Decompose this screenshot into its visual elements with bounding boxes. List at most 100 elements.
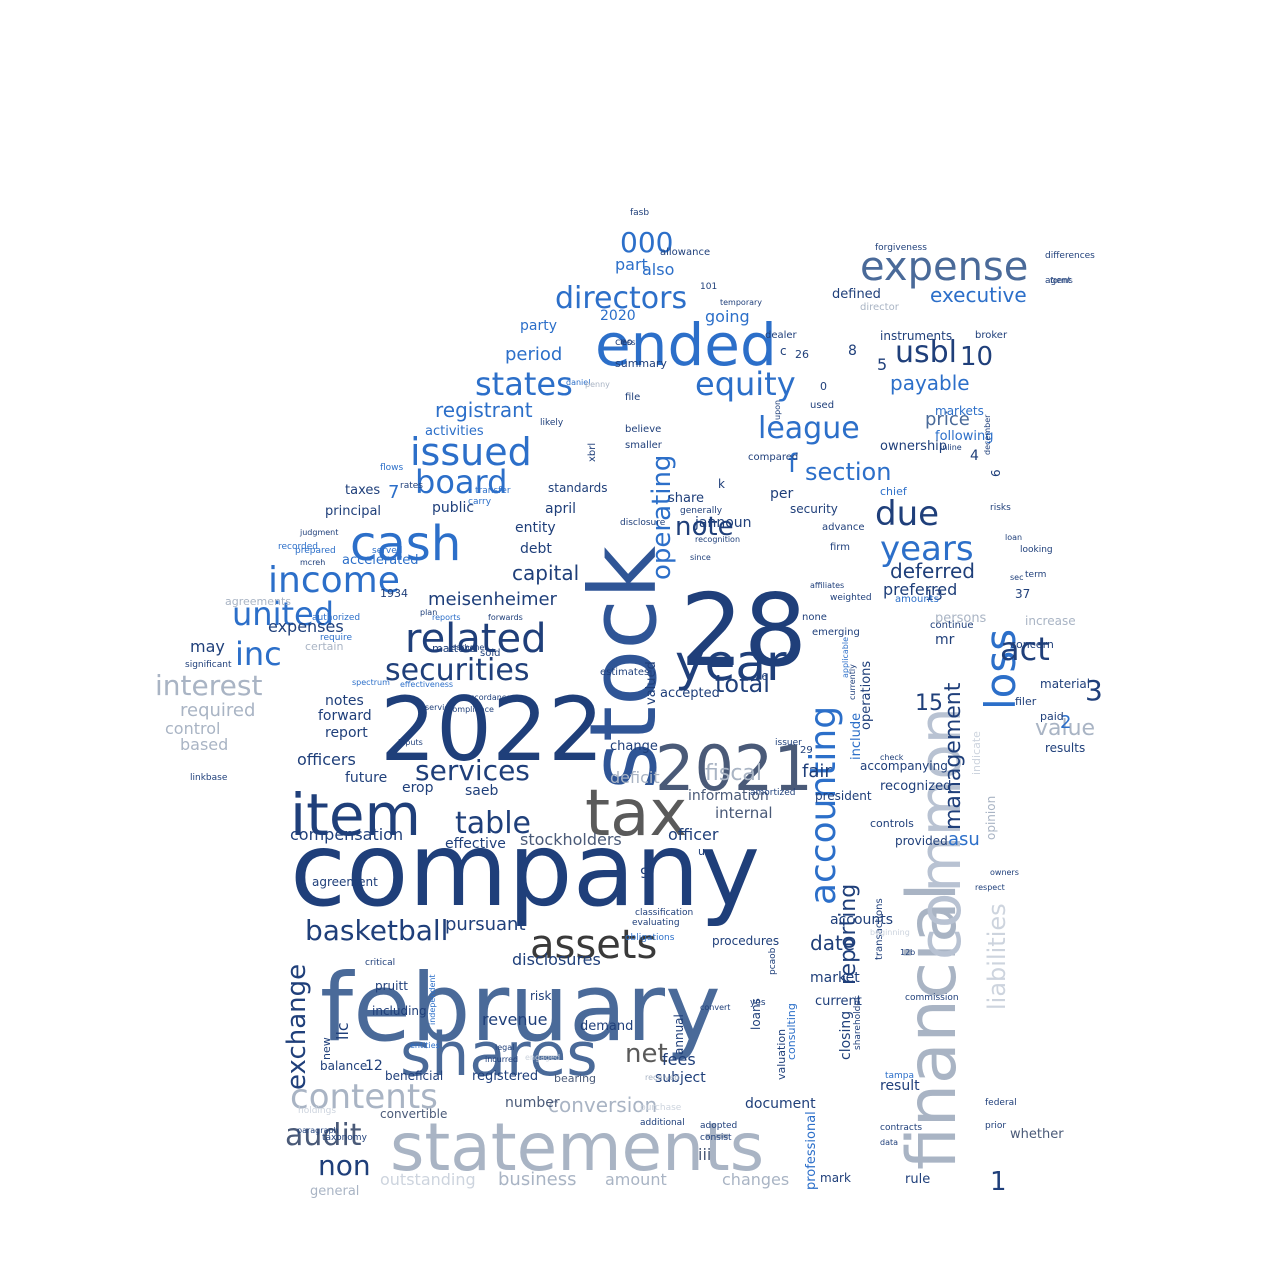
word-preferred: preferred — [883, 580, 957, 599]
word-future: future — [345, 770, 387, 786]
word-principal: principal — [325, 504, 381, 519]
word-pursuant: pursuant — [445, 914, 526, 935]
word-report: report — [325, 725, 368, 741]
word-likely: likely — [540, 418, 564, 428]
word-37: 37 — [1015, 587, 1030, 601]
word-league: league — [758, 411, 860, 446]
word-disclosures: disclosures — [512, 950, 601, 969]
word-fair: fair — [802, 761, 832, 782]
word-going: going — [705, 307, 750, 326]
word-require: require — [320, 633, 352, 643]
word-accompanying: accompanying — [860, 759, 948, 773]
word-spectrum: spectrum — [352, 678, 390, 687]
word-standards: standards — [548, 481, 607, 495]
word-transactions: transactions — [874, 898, 885, 960]
word-december: december — [983, 414, 992, 455]
word-tax: tax — [585, 777, 687, 851]
word-usbl: usbl — [895, 335, 957, 370]
word-penny: penny — [585, 380, 610, 389]
word-1: 1 — [990, 1167, 1007, 1197]
word-3: 3 — [1085, 674, 1103, 707]
word-7: 7 — [388, 482, 399, 503]
word-owners: owners — [990, 868, 1019, 877]
word-based: based — [180, 735, 228, 754]
word-increase: increase — [1025, 614, 1076, 628]
word-used: used — [810, 400, 834, 411]
word-may: may — [190, 637, 225, 656]
word-assets: assets — [530, 922, 657, 968]
word-balance: balance — [320, 1059, 367, 1073]
word-service: service — [425, 703, 454, 712]
word-legal: legal — [495, 1043, 514, 1052]
word-6: 6 — [989, 469, 1003, 477]
word-paid: paid — [1040, 710, 1064, 723]
word-indicate: indicate — [970, 731, 983, 775]
word-share: share — [668, 491, 704, 506]
word-exchange: exchange — [282, 964, 312, 1090]
word-audit: audit — [285, 1118, 362, 1153]
word-daniel: daniel — [566, 378, 590, 387]
word-operations: operations — [859, 661, 874, 730]
word-amortized: amortized — [750, 788, 796, 798]
word-advance: advance — [822, 522, 865, 533]
word-forgiveness: forgiveness — [875, 243, 927, 253]
word-controls: controls — [870, 817, 914, 830]
word-table: table — [455, 806, 531, 841]
word-whether: whether — [1010, 1127, 1064, 1142]
word-business: business — [498, 1169, 576, 1190]
word-f: f — [788, 449, 798, 479]
word-10: 10 — [960, 342, 993, 372]
word-0: 0 — [820, 380, 827, 393]
word-received: received — [645, 1073, 679, 1082]
word-since: since — [690, 553, 711, 562]
word-generally: generally — [680, 506, 723, 516]
word-recognized: recognized — [880, 779, 951, 794]
word-fasb: fasb — [630, 208, 649, 218]
word-value: value — [1035, 716, 1095, 741]
word-accounts: accounts — [830, 912, 893, 928]
word-valued: valued — [644, 661, 659, 705]
word-directors: directors — [555, 281, 687, 316]
word-1934: 1934 — [380, 587, 408, 600]
word-shareholder: shareholder — [853, 996, 863, 1050]
word-registered: registered — [472, 1069, 538, 1084]
word-5: 5 — [877, 355, 887, 374]
word-taxes: taxes — [345, 483, 380, 498]
word-inc: inc — [235, 635, 282, 673]
word-contents: contents — [290, 1077, 438, 1117]
word-sold: sold — [480, 648, 500, 659]
word-judgment: judgment — [299, 528, 338, 537]
word-06: 06 — [755, 672, 768, 683]
word-public: public — [432, 500, 474, 516]
word-contracts: contracts — [880, 1123, 922, 1133]
word-saeb: saeb — [465, 783, 498, 799]
word-internal: internal — [715, 804, 773, 822]
word-payable: payable — [890, 371, 970, 395]
word-agreement: agreement — [312, 875, 378, 889]
word-pruitt: pruitt — [375, 979, 408, 993]
word-firm: firm — [830, 542, 850, 553]
word-accepted: accepted — [660, 686, 720, 701]
word-february: february — [320, 954, 721, 1063]
word-company: company — [290, 811, 760, 930]
word-outstanding: outstanding — [380, 1170, 476, 1189]
word-registrant: registrant — [435, 398, 533, 422]
word-data: data — [880, 1138, 898, 1147]
word-stockholders: stockholders — [520, 830, 622, 849]
word-temporary: temporary — [720, 298, 762, 307]
word-changes: changes — [722, 1170, 789, 1189]
word-party: party — [520, 318, 557, 334]
word-item: item — [290, 781, 421, 849]
word-critical: critical — [365, 958, 395, 968]
word-recognition: recognition — [695, 535, 740, 544]
word-disclosure: disclosure — [620, 518, 666, 528]
word-compared: compared — [748, 452, 798, 463]
word-act: act — [1000, 630, 1050, 668]
word-allowance: allowance — [660, 247, 710, 258]
word-current: current — [815, 994, 862, 1009]
word-4: 4 — [970, 448, 979, 464]
word-required: required — [180, 700, 255, 721]
word-independent: independent — [428, 974, 437, 1025]
word-12b: 12b — [900, 948, 915, 957]
word-commission: commission — [905, 993, 959, 1003]
